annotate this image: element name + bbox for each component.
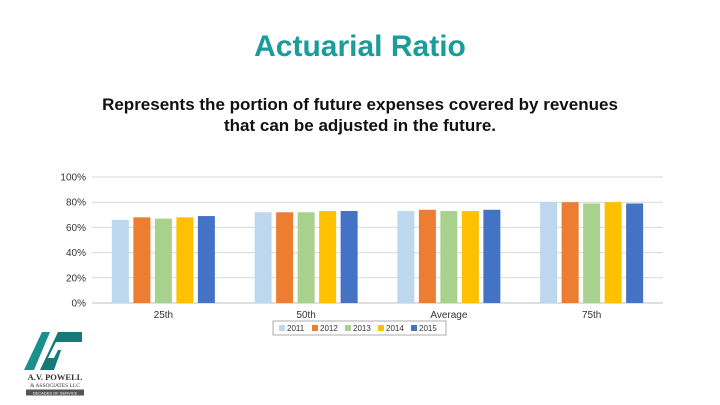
legend-label: 2011 [287, 324, 305, 333]
bar [440, 211, 458, 303]
y-tick-label: 60% [66, 223, 86, 234]
subtitle-line-2: that can be adjusted in the future. [223, 116, 497, 135]
logo-name: A.V. POWELL [28, 372, 83, 382]
bar [111, 219, 129, 303]
legend-swatch [279, 325, 285, 331]
logo-tagline: DECADES OF SERVICE [33, 390, 78, 395]
bar [461, 211, 479, 303]
legend-label: 2012 [320, 324, 338, 333]
company-logo: A.V. POWELL & ASSOCIATES LLC DECADES OF … [24, 332, 84, 396]
legend-box [272, 320, 447, 336]
x-tick-label: Average [430, 310, 468, 321]
bar [297, 212, 315, 303]
slide-title: Actuarial Ratio [254, 30, 466, 63]
bar [626, 203, 644, 303]
bar [154, 218, 172, 303]
bar [418, 209, 436, 303]
subtitle-line-1: Represents the portion of future expense… [102, 95, 618, 114]
slide-subtitle: Represents the portion of future expense… [60, 94, 660, 136]
logo-emblem-left [24, 332, 50, 370]
y-tick-label: 100% [60, 173, 86, 184]
legend-label: 2013 [353, 324, 371, 333]
y-tick-label: 80% [66, 198, 86, 209]
logo-line2: & ASSOCIATES LLC [30, 383, 80, 389]
bar [397, 211, 415, 303]
legend-label: 2014 [386, 324, 404, 333]
legend-swatch [312, 325, 318, 331]
logo-emblem-mid [48, 342, 70, 358]
bar [197, 216, 215, 303]
x-tick-label: 75th [582, 310, 601, 321]
bar [583, 203, 601, 303]
bar [540, 202, 558, 303]
bar [254, 212, 272, 303]
bar [604, 202, 622, 303]
y-tick-label: 40% [66, 248, 86, 259]
bar [319, 211, 337, 303]
legend-label: 2015 [419, 324, 437, 333]
legend-swatch [345, 325, 351, 331]
bar [133, 217, 151, 303]
y-tick-label: 0% [72, 299, 87, 310]
logo-emblem-right [40, 332, 82, 370]
bar [483, 209, 501, 303]
legend-swatch [411, 325, 417, 331]
bar [561, 202, 579, 303]
x-tick-label: 50th [296, 310, 315, 321]
bar [340, 211, 358, 303]
y-tick-label: 20% [66, 273, 86, 284]
x-tick-label: 25th [154, 310, 173, 321]
bar [276, 212, 294, 303]
legend-swatch [378, 325, 384, 331]
bar [176, 217, 194, 303]
